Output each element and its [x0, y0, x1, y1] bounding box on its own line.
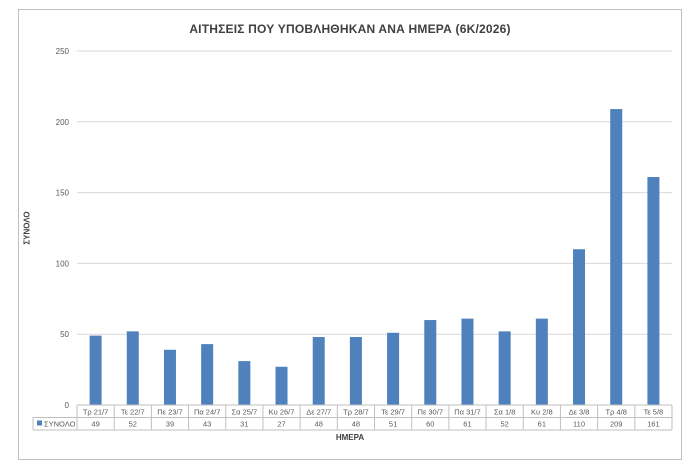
- x-tick-label: Τε 29/7: [381, 408, 405, 417]
- x-tick-label: Κυ 2/8: [531, 408, 553, 417]
- data-table-value: 61: [463, 420, 471, 429]
- data-table-value: 61: [538, 420, 546, 429]
- data-table-value: 60: [426, 420, 434, 429]
- data-table-value: 43: [203, 420, 211, 429]
- x-tick-label: Πε 30/7: [418, 408, 443, 417]
- x-tick-label: Τρ 28/7: [343, 408, 369, 417]
- data-table-value: 209: [610, 420, 623, 429]
- x-tick-label: Τε 5/8: [644, 408, 664, 417]
- bar: [349, 337, 362, 405]
- data-table-value: 27: [277, 420, 285, 429]
- bar: [535, 318, 548, 405]
- x-tick-label: Σα 1/8: [494, 408, 515, 417]
- x-tick-label: Πα 24/7: [194, 408, 220, 417]
- data-table-value: 161: [647, 420, 660, 429]
- x-tick-label: Τε 22/7: [121, 408, 145, 417]
- x-tick-label: Δε 3/8: [569, 408, 590, 417]
- y-tick-label: 250: [56, 47, 70, 56]
- bar: [573, 249, 586, 405]
- data-table-value: 110: [573, 420, 585, 429]
- y-tick-label: 200: [56, 118, 70, 127]
- bar: [387, 332, 400, 405]
- data-table-value: 52: [129, 420, 137, 429]
- data-table-value: 52: [500, 420, 508, 429]
- bar: [647, 177, 660, 405]
- x-tick-label: Κυ 26/7: [269, 408, 295, 417]
- x-axis-label: ΗΜΕΡΑ: [335, 433, 365, 442]
- y-tick-label: 0: [65, 401, 70, 410]
- bar: [126, 331, 139, 405]
- data-table-value: 39: [166, 420, 174, 429]
- x-tick-label: Τρ 4/8: [606, 408, 627, 417]
- bar: [312, 337, 325, 405]
- data-table-value: 49: [91, 420, 99, 429]
- y-tick-label: 50: [60, 330, 69, 339]
- bar: [89, 335, 102, 405]
- x-tick-label: Δε 27/7: [306, 408, 331, 417]
- y-tick-label: 150: [56, 189, 70, 198]
- chart-title: ΑΙΤΗΣΕΙΣ ΠΟΥ ΥΠΟΒΛΗΘΗΚΑΝ ΑΝΑ ΗΜΕΡΑ (6Κ/2…: [189, 22, 511, 36]
- legend-swatch: [37, 420, 42, 426]
- x-tick-label: Τρ 21/7: [83, 408, 109, 417]
- data-table-value: 31: [240, 420, 248, 429]
- x-tick-label: Πε 23/7: [157, 408, 182, 417]
- bar: [275, 366, 288, 405]
- bar: [238, 361, 251, 405]
- legend-label: ΣΥΝΟΛΟ: [44, 420, 76, 429]
- bar: [610, 109, 623, 405]
- data-table-value: 48: [352, 420, 360, 429]
- bar: [163, 349, 176, 405]
- bar: [424, 320, 437, 405]
- x-tick-label: Πα 31/7: [454, 408, 480, 417]
- data-table-value: 48: [315, 420, 323, 429]
- bar: [201, 344, 214, 405]
- data-table-value: 51: [389, 420, 397, 429]
- y-tick-label: 100: [56, 259, 70, 268]
- bar: [461, 318, 474, 405]
- bar: [498, 331, 511, 405]
- x-tick-label: Σα 25/7: [232, 408, 258, 417]
